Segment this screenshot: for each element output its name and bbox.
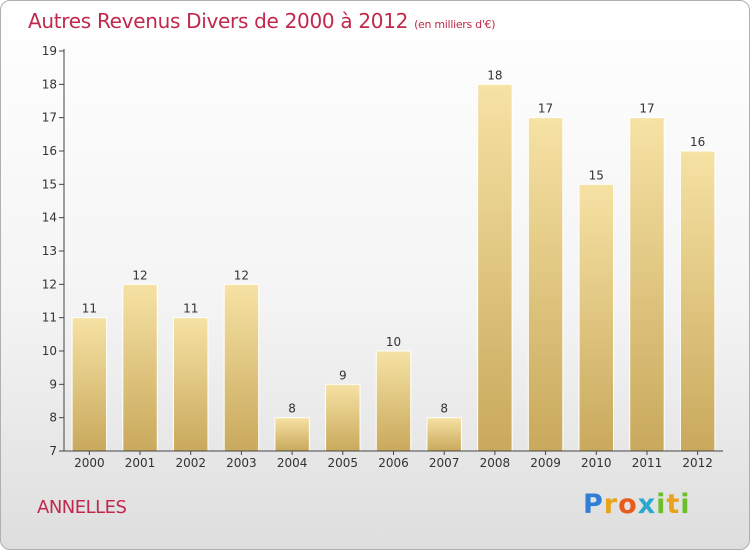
x-tick-label-2003: 2003 [226, 456, 257, 470]
y-tick-label-12: 12 [42, 277, 57, 291]
bar-2008 [477, 83, 513, 452]
bar-2002 [172, 317, 209, 452]
bar-2007 [426, 417, 462, 452]
x-tick-label-2008: 2008 [480, 456, 511, 470]
y-tick-label-13: 13 [42, 244, 57, 258]
y-tick-label-7: 7 [49, 444, 57, 458]
bar-2012 [679, 150, 716, 452]
x-tick-label-2004: 2004 [277, 456, 308, 470]
y-tick-label-16: 16 [42, 144, 57, 158]
x-tick-label-2005: 2005 [328, 456, 359, 470]
x-tick-label-2007: 2007 [429, 456, 460, 470]
x-tick-label-2012: 2012 [682, 456, 713, 470]
y-axis: 7 8 9 10 11 12 13 14 15 16 17 18 19 [42, 44, 65, 458]
y-tick-label-14: 14 [42, 211, 57, 225]
chart-title-text: Autres Revenus Divers de 2000 à 2012 [28, 9, 409, 33]
y-tick-label-19: 19 [42, 44, 57, 58]
town-name: ANNELLES [37, 497, 127, 518]
y-tick-label-17: 17 [42, 111, 57, 125]
logo-letter: i [680, 489, 691, 520]
chart-subtitle: (en milliers d'€) [414, 18, 496, 31]
x-tick-label-2000: 2000 [74, 456, 105, 470]
proxiti-logo[interactable]: Proxiti [583, 489, 691, 520]
bar-2009 [527, 117, 564, 452]
bar-2010 [578, 183, 615, 452]
y-tick-label-10: 10 [42, 344, 57, 358]
value-label-2008: 18 [487, 68, 502, 82]
logo-letter: o [618, 489, 638, 520]
value-label-2006: 10 [386, 335, 401, 349]
value-label-2001: 12 [132, 268, 147, 282]
x-tick-label-2011: 2011 [632, 456, 663, 470]
bar-2004 [274, 417, 310, 452]
value-label-2000: 11 [82, 302, 97, 316]
value-label-2009: 17 [538, 102, 553, 116]
x-tick-label-2002: 2002 [175, 456, 206, 470]
value-label-2002: 11 [183, 302, 198, 316]
bar-2005 [325, 383, 361, 452]
logo-letter: i [656, 489, 667, 520]
value-label-2005: 9 [339, 368, 347, 382]
bar-2011 [629, 117, 665, 452]
value-label-2011: 17 [639, 102, 654, 116]
logo-letter: t [666, 489, 681, 520]
bar-group: 11 12 11 12 8 9 10 8 18 17 15 17 16 [71, 68, 716, 452]
value-label-2004: 8 [288, 402, 296, 416]
logo-letter: r [603, 489, 619, 520]
y-tick-label-18: 18 [42, 77, 57, 91]
x-axis: 2000 2001 2002 2003 2004 2005 2006 2007 2008 2009… [64, 450, 723, 470]
x-tick-label-2006: 2006 [378, 456, 409, 470]
value-label-2012: 16 [690, 135, 705, 149]
x-tick-label-2009: 2009 [530, 456, 561, 470]
logo-letter: x [637, 489, 657, 520]
y-tick-label-11: 11 [42, 311, 57, 325]
x-tick-label-2010: 2010 [581, 456, 612, 470]
x-tick-label-2001: 2001 [125, 456, 156, 470]
value-label-2003: 12 [234, 268, 249, 282]
y-tick-label-8: 8 [49, 411, 57, 425]
logo-letter: P [583, 489, 604, 520]
chart-title: Autres Revenus Divers de 2000 à 2012 (en … [28, 9, 496, 33]
bar-2006 [375, 350, 412, 452]
y-tick-label-9: 9 [49, 377, 57, 391]
value-label-2010: 15 [589, 168, 604, 182]
bar-2000 [71, 317, 108, 452]
bar-2003 [223, 283, 260, 452]
value-label-2007: 8 [440, 402, 448, 416]
bar-2001 [122, 283, 158, 452]
y-tick-label-15: 15 [42, 177, 57, 191]
